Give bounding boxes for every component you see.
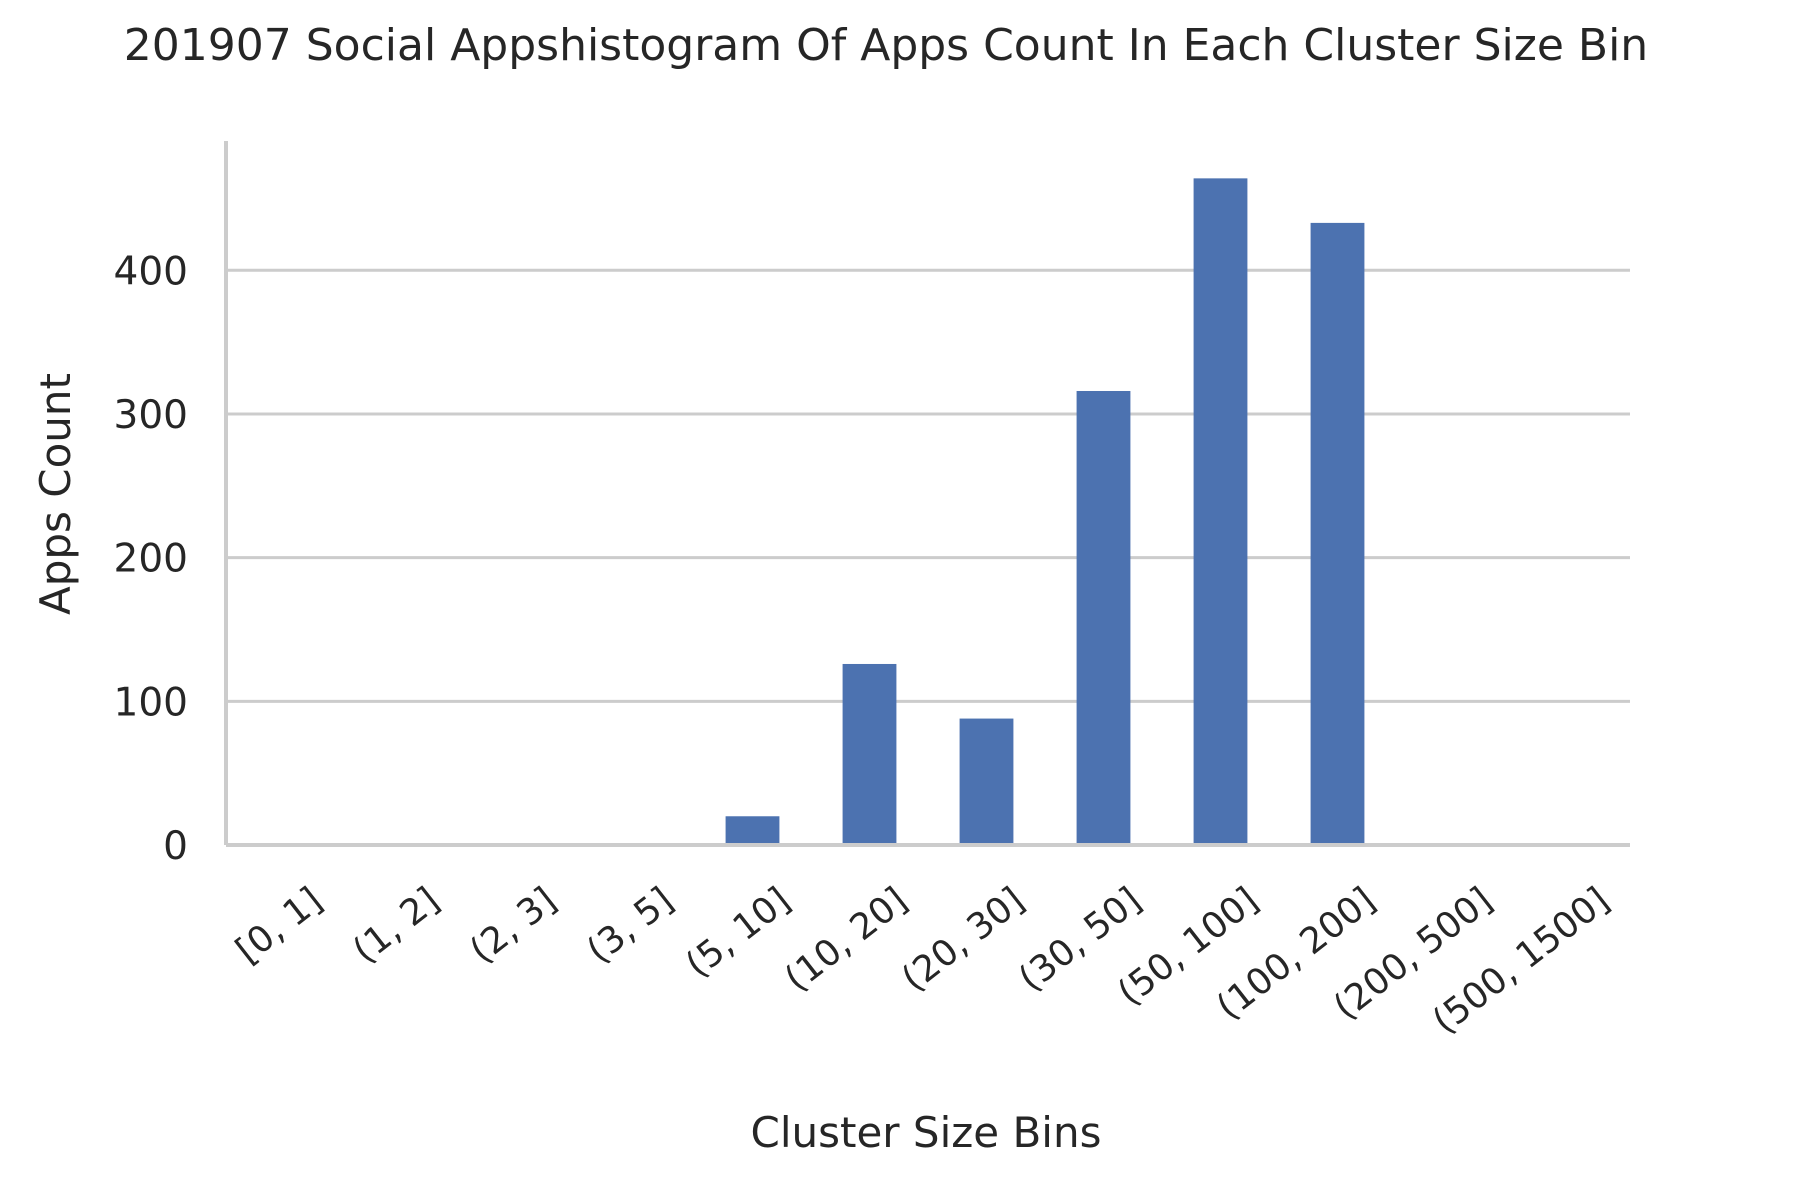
bar bbox=[1076, 390, 1131, 845]
x-tick-label: (2, 3] bbox=[463, 880, 565, 972]
grid-lines bbox=[226, 268, 1630, 703]
bar bbox=[842, 663, 897, 845]
x-tick-label: (20, 30] bbox=[894, 880, 1032, 1000]
x-tick-label: (10, 20] bbox=[777, 880, 915, 1000]
bar bbox=[959, 718, 1014, 845]
y-axis-label: Apps Count bbox=[31, 373, 80, 615]
y-tick-label: 100 bbox=[114, 680, 188, 725]
bar bbox=[725, 816, 780, 845]
x-tick-labels: [0, 1] (1, 2] (2, 3] (3, 5](5, 10](10, 20](… bbox=[229, 880, 1618, 1042]
bars bbox=[725, 178, 1365, 846]
y-tick-label: 300 bbox=[114, 393, 188, 438]
chart-title: 201907 Social Appshistogram Of Apps Coun… bbox=[124, 20, 1648, 71]
bar bbox=[1193, 178, 1248, 845]
y-tick-label: 400 bbox=[114, 249, 188, 294]
x-tick-label: [0, 1] bbox=[229, 880, 331, 972]
x-axis-label: Cluster Size Bins bbox=[751, 1108, 1102, 1157]
y-tick-label: 200 bbox=[114, 537, 188, 582]
y-tick-label: 0 bbox=[163, 824, 188, 869]
y-tick-labels: 0 100 200 300 400 bbox=[114, 249, 188, 869]
bar bbox=[1310, 222, 1365, 846]
x-tick-label: (1, 2] bbox=[346, 880, 448, 972]
x-tick-label: (3, 5] bbox=[580, 880, 682, 972]
